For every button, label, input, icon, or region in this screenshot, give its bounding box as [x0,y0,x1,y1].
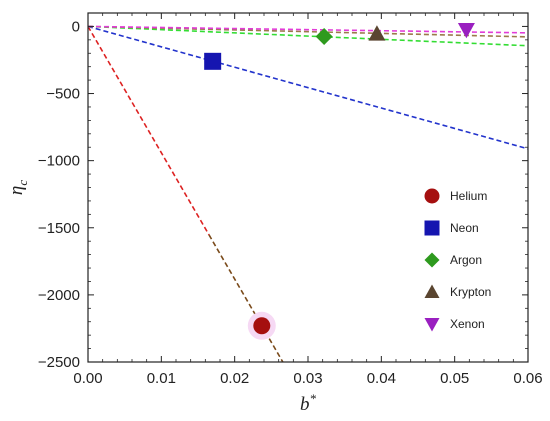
legend-label-argon: Argon [450,253,482,267]
data-point-helium [253,317,271,335]
x-tick-label: 0.06 [513,370,542,387]
data-point-argon [315,27,333,45]
plot-frame [87,12,529,363]
data-point-krypton [368,25,386,41]
x-tick-label: 0.03 [293,370,322,387]
y-tick-label: 0 [72,18,80,35]
y-tick-label: −2000 [38,287,80,304]
x-axis-label: b* [300,391,317,415]
data-point-xenon [457,22,475,39]
legend-label-krypton: Krypton [450,285,491,299]
legend-label-xenon: Xenon [450,317,485,331]
fit-line-neon [88,25,528,150]
legend-marker-neon [424,220,440,236]
y-tick-label: −500 [46,86,80,103]
fit-line-xenon [88,25,528,34]
x-tick-label: 0.00 [73,370,102,387]
x-tick-label: 0.02 [220,370,249,387]
y-axis-label: ηc [6,180,30,195]
legend-marker-krypton [424,284,440,298]
fit-line-argon [88,25,528,47]
legend-label-neon: Neon [450,221,479,235]
y-tick-label: −1000 [38,153,80,170]
x-tick-label: 0.05 [440,370,469,387]
legend-label-helium: Helium [450,189,487,203]
x-tick-label: 0.01 [147,370,176,387]
legend-marker-argon [424,252,440,268]
x-tick-label: 0.04 [367,370,396,387]
legend-marker-helium [424,188,440,204]
legend-marker-xenon [424,318,440,332]
fit-line-helium [88,26,210,236]
fit-line-helium-tail [208,234,284,362]
data-point-neon [204,52,222,70]
y-tick-label: −1500 [38,220,80,237]
y-tick-label: −2500 [38,354,80,371]
legend: Helium Neon Argon Krypton Xenon [424,188,491,332]
